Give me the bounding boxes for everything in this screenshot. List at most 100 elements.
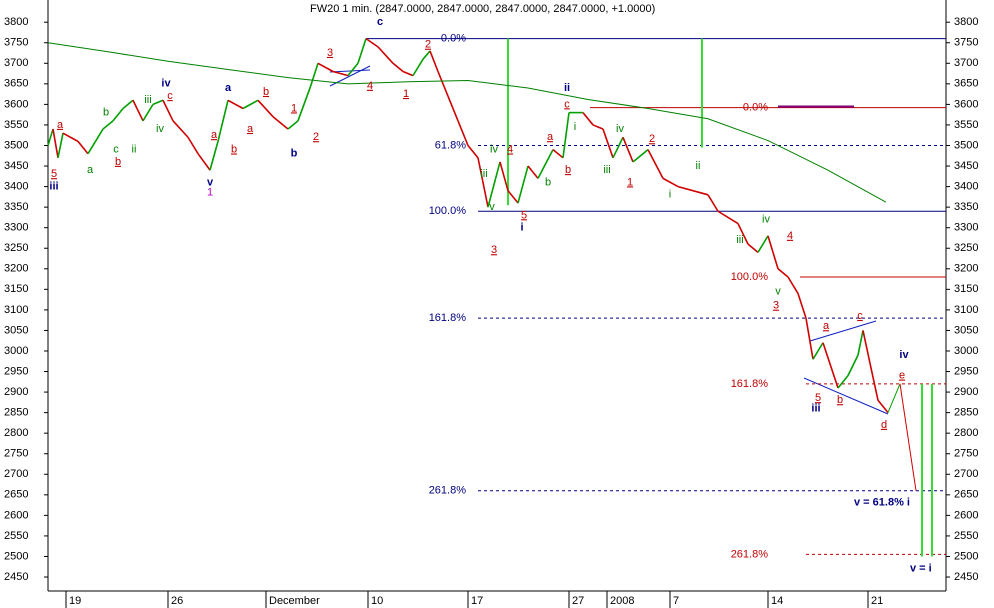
price-segment (767, 235, 779, 270)
price-segment (877, 399, 889, 414)
x-tick-label: 7 (673, 595, 679, 607)
y-tick-label: 3150 (4, 283, 28, 295)
price-segment (429, 50, 439, 72)
wave-label: iv (762, 213, 770, 225)
price-segment (317, 62, 334, 73)
price-segment (52, 128, 59, 158)
price-segment (297, 87, 311, 122)
wave-label: iii (603, 164, 610, 176)
wave-label: iv (156, 123, 164, 135)
wave-label: a (87, 164, 94, 176)
price-segment (412, 58, 424, 77)
y-tick-label: 2450 (4, 571, 28, 583)
fib-label: 0.0% (743, 102, 768, 114)
y-tick-label-right: 2600 (954, 509, 978, 521)
wave-label: b (837, 394, 843, 406)
wave-label: e (899, 370, 905, 382)
price-segment (847, 354, 859, 376)
price-segment (152, 99, 164, 106)
chart-title: FW20 1 min. (2847.0000, 2847.0000, 2847.… (310, 3, 655, 15)
x-tick-label: 19 (69, 595, 81, 607)
wave-label: b (291, 148, 298, 160)
y-tick-label-right: 3050 (954, 324, 978, 336)
fib-label: 261.8% (429, 485, 467, 497)
price-segment (507, 190, 519, 204)
wave-label: v (775, 285, 781, 297)
y-tick-label-right: 3300 (954, 222, 978, 234)
wave-label: b (115, 156, 121, 168)
wave-label: 3 (491, 244, 497, 256)
y-tick-label: 3300 (4, 222, 28, 234)
price-segment (62, 132, 79, 143)
y-tick-label-right: 2650 (954, 489, 978, 501)
fib-label: 100.0% (429, 205, 467, 217)
y-tick-label-right: 3750 (954, 37, 978, 49)
fib-label: 61.8% (435, 139, 466, 151)
price-segment (57, 133, 64, 158)
price-segment (805, 317, 814, 360)
wave-label: 1 (207, 187, 213, 199)
wave-label: 4 (507, 144, 513, 156)
price-segment (647, 149, 664, 179)
y-tick-label-right: 2900 (954, 386, 978, 398)
wave-label: iii (811, 402, 820, 414)
wave-label: iv (161, 78, 171, 90)
y-tick-label: 3200 (4, 263, 28, 275)
y-tick-label: 2550 (4, 530, 28, 542)
x-tick-label: 14 (771, 595, 783, 607)
x-tick-label: 26 (171, 595, 183, 607)
y-tick-label-right: 3450 (954, 160, 978, 172)
wave-label: a (547, 131, 554, 143)
y-tick-label: 3400 (4, 180, 28, 192)
fib-label: 0.0% (441, 33, 466, 45)
y-tick-label-right: 3500 (954, 139, 978, 151)
price-segment (457, 120, 469, 146)
price-segment (209, 141, 219, 171)
price-segment (132, 99, 144, 122)
price-segment (122, 99, 134, 110)
price-segment (612, 136, 624, 159)
y-tick-label: 3550 (4, 119, 28, 131)
y-tick-label-right: 3200 (954, 263, 978, 275)
wave-label: b (103, 107, 109, 119)
price-segment (77, 140, 89, 155)
price-segment (162, 99, 174, 122)
wave-label: b (231, 144, 237, 156)
y-tick-label: 2600 (4, 509, 28, 521)
price-segment (467, 144, 479, 159)
price-segment (862, 330, 871, 364)
y-tick-label: 3600 (4, 98, 28, 110)
price-segment (692, 189, 709, 196)
price-segment (622, 136, 634, 163)
wave-label: 4 (787, 230, 793, 242)
wave-label: iii (736, 234, 743, 246)
price-segment (869, 363, 879, 401)
y-tick-label: 3750 (4, 37, 28, 49)
y-tick-label-right: 2950 (954, 365, 978, 377)
price-segment (365, 37, 379, 48)
price-segment (777, 268, 789, 278)
wave-label: 2 (649, 133, 655, 145)
y-tick-label: 3650 (4, 78, 28, 90)
price-segment (787, 276, 799, 294)
y-tick-label-right: 2450 (954, 571, 978, 583)
y-tick-label-right: 3100 (954, 304, 978, 316)
y-tick-label-right: 3550 (954, 119, 978, 131)
projection-line (887, 383, 901, 413)
wave-label: ii (696, 160, 701, 172)
price-segment (797, 293, 807, 319)
y-tick-label-right: 3650 (954, 78, 978, 90)
y-tick-label-right: 3400 (954, 180, 978, 192)
fib-label: 100.0% (731, 271, 769, 283)
wave-label: c (113, 144, 119, 156)
wave-label: c (857, 310, 863, 322)
wave-label: i (520, 222, 523, 234)
price-segment (357, 38, 367, 64)
annotation: v = 61.8% i (854, 497, 910, 509)
wave-label: 3 (327, 47, 333, 59)
y-tick-label-right: 2850 (954, 407, 978, 419)
wave-label: c (377, 16, 383, 28)
price-segment (87, 128, 104, 155)
price-segment (187, 136, 199, 155)
